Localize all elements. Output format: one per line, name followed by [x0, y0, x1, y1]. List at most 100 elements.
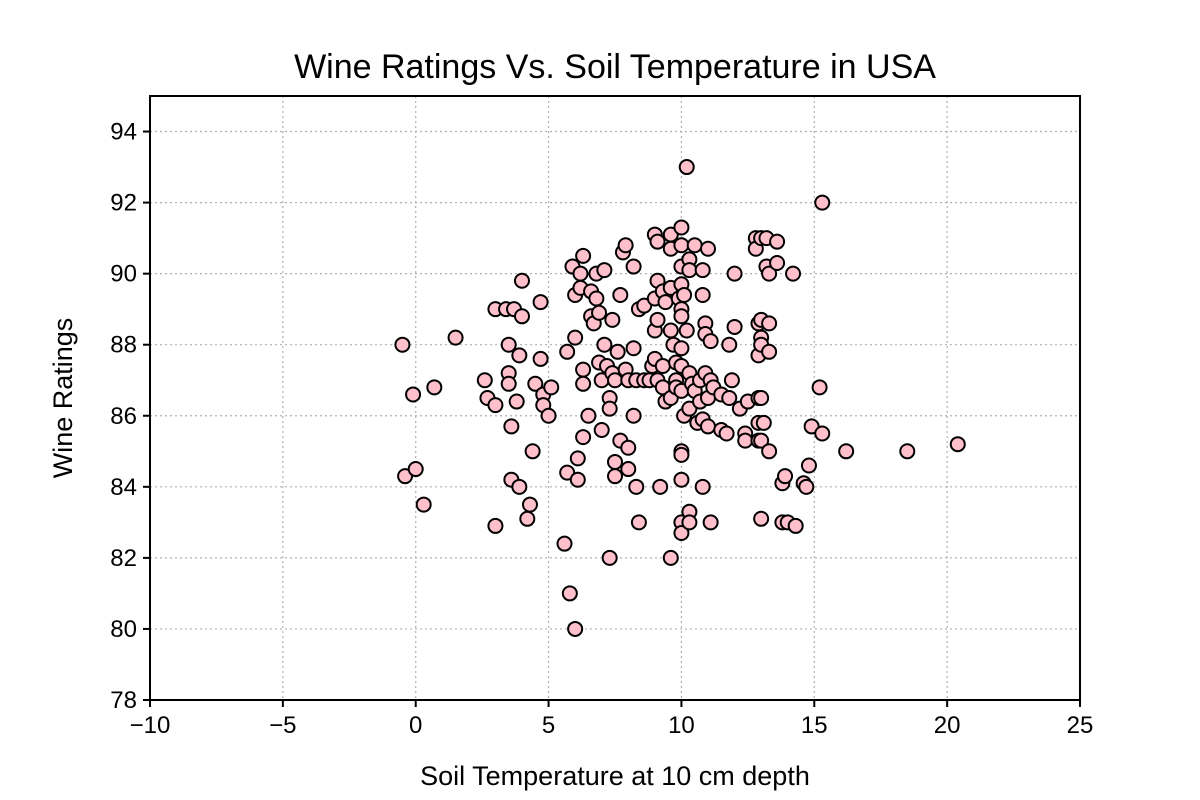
data-point [681, 262, 698, 279]
data-point [527, 375, 544, 392]
data-point [596, 336, 613, 353]
data-point [591, 304, 608, 321]
data-point [607, 372, 623, 389]
x-tick-label: 15 [801, 712, 828, 739]
data-point [514, 308, 530, 325]
data-point [532, 350, 549, 367]
data-point [543, 379, 560, 396]
data-point [673, 525, 690, 542]
data-point [476, 372, 493, 389]
x-tick-label: 10 [668, 712, 695, 739]
data-point [588, 290, 605, 307]
data-point [567, 329, 584, 346]
data-point [700, 240, 716, 257]
data-point [625, 407, 642, 424]
data-point [575, 429, 592, 446]
data-point [500, 336, 517, 353]
data-point [511, 478, 528, 495]
data-point [654, 358, 671, 375]
y-tick-label: 80 [110, 616, 137, 643]
data-point [673, 471, 690, 488]
data-point [394, 336, 411, 353]
data-point [593, 421, 610, 438]
y-axis-ticks: 78 80 82 84 86 88 90 92 94 [110, 119, 150, 714]
data-point [628, 478, 645, 495]
data-point [567, 620, 584, 637]
data-point [761, 343, 778, 360]
plot-frame [149, 95, 1081, 701]
data-point [405, 386, 422, 403]
data-point [617, 237, 634, 254]
data-point [609, 343, 626, 360]
data-point [800, 457, 817, 474]
data-point [673, 446, 690, 463]
data-point [662, 322, 679, 339]
data-point [678, 159, 695, 176]
data-point [561, 585, 578, 602]
data-point [607, 453, 623, 470]
data-point [702, 333, 719, 350]
data-point [686, 237, 703, 254]
data-point [673, 308, 690, 325]
data-point [737, 432, 754, 449]
data-point [426, 379, 443, 396]
data-point [673, 340, 690, 357]
data-point [811, 379, 828, 396]
data-point [415, 496, 432, 513]
y-axis-label: Wine Ratings [48, 318, 78, 479]
x-tick-label: 20 [934, 712, 961, 739]
data-point [625, 340, 642, 357]
data-point [753, 510, 770, 527]
data-point [777, 468, 794, 485]
data-point [769, 254, 786, 271]
data-point [694, 478, 711, 495]
data-point [838, 443, 855, 460]
data-point [726, 265, 743, 282]
x-tick-label: 5 [542, 712, 555, 739]
data-point [524, 443, 541, 460]
x-tick-label: 0 [409, 712, 422, 739]
chart-title: Wine Ratings Vs. Soil Temperature in USA [294, 48, 936, 86]
y-tick-label: 78 [110, 687, 137, 714]
x-axis-label: Soil Temperature at 10 cm depth [420, 761, 810, 791]
data-point [620, 461, 637, 478]
data-point [572, 265, 589, 282]
data-point [718, 425, 735, 442]
data-point [814, 425, 831, 442]
data-point [769, 233, 786, 250]
data-point [652, 478, 669, 495]
data-point [753, 390, 770, 406]
data-point [447, 329, 464, 346]
data-point [753, 432, 770, 449]
y-tick-label: 86 [110, 403, 137, 430]
x-tick-label: 25 [1067, 712, 1094, 739]
data-point [949, 436, 966, 453]
y-tick-label: 90 [110, 261, 137, 288]
data-point [899, 443, 916, 460]
data-point [625, 258, 642, 275]
data-point [785, 265, 802, 282]
data-point [630, 514, 647, 531]
data-point [503, 418, 520, 435]
data-point [514, 272, 530, 289]
data-point [500, 375, 517, 392]
data-point [662, 549, 679, 566]
y-tick-label: 82 [110, 545, 137, 572]
data-point [694, 286, 711, 303]
data-point [521, 496, 538, 513]
x-axis-ticks: −10 −5 0 5 10 15 20 25 [130, 700, 1094, 739]
data-point [487, 517, 504, 534]
data-points [394, 159, 966, 637]
data-point [601, 549, 618, 566]
data-point [519, 510, 536, 527]
data-point [657, 294, 674, 311]
data-point [723, 372, 740, 389]
x-tick-label: −10 [130, 712, 171, 739]
data-point [508, 393, 525, 410]
data-point [761, 315, 778, 332]
data-point [532, 294, 549, 311]
data-point [676, 286, 693, 303]
data-point [673, 237, 690, 254]
data-point [575, 361, 592, 378]
data-point [487, 397, 504, 414]
